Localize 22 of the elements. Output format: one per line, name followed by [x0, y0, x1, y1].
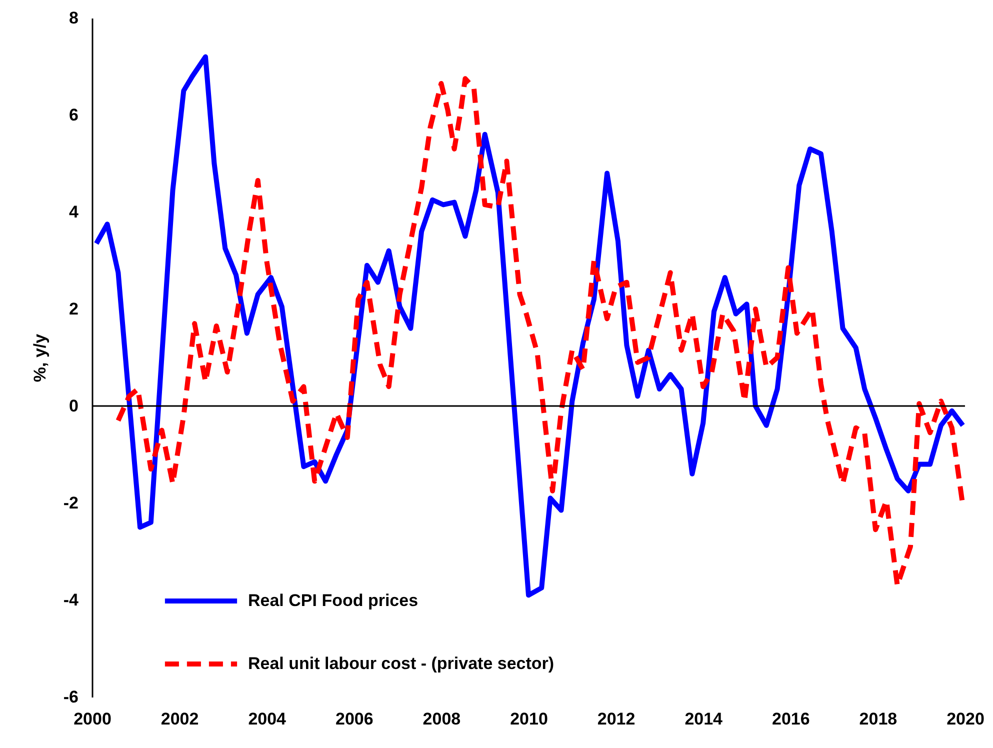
- x-tick-label: 2014: [684, 710, 724, 728]
- x-tick-label: 2018: [859, 710, 898, 728]
- y-tick-label: 0: [69, 396, 78, 416]
- y-tick-label: -4: [63, 590, 80, 610]
- x-tick-label: 2010: [510, 710, 548, 728]
- x-tick-label: 2000: [74, 710, 112, 728]
- x-tick-label: 2020: [946, 710, 984, 728]
- y-tick-label: -2: [63, 494, 78, 512]
- x-tick-label: 2002: [160, 710, 199, 728]
- y-tick-label: 6: [69, 106, 78, 124]
- y-axis-title: %, y/y: [30, 333, 50, 382]
- legend-label: Real unit labour cost - (private sector): [248, 654, 554, 673]
- y-tick-label: -6: [63, 688, 78, 706]
- x-tick-label: 2012: [597, 710, 636, 728]
- y-tick-label: 4: [69, 202, 80, 222]
- x-tick-label: 2016: [772, 710, 810, 728]
- x-tick-label: 2006: [335, 710, 374, 728]
- y-tick-label: 8: [69, 8, 78, 28]
- x-tick-label: 2004: [248, 710, 287, 728]
- x-tick-label: 2008: [422, 710, 461, 728]
- legend-label: Real CPI Food prices: [248, 591, 418, 610]
- y-tick-label: 2: [69, 300, 78, 318]
